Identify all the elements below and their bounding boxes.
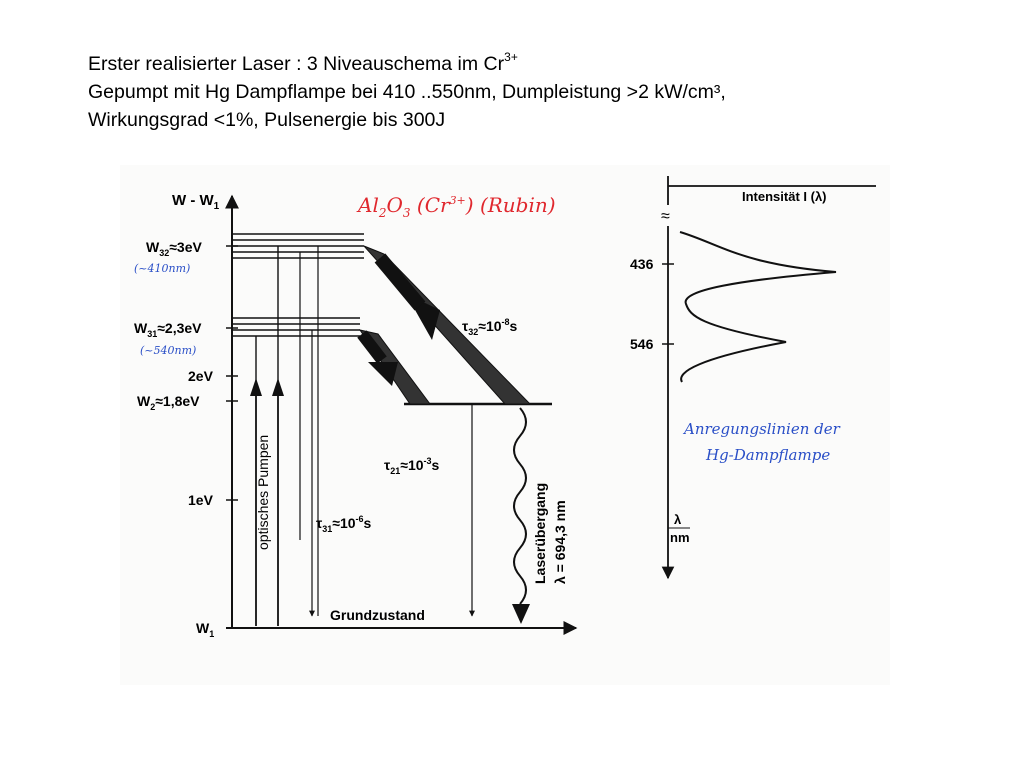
hg-note-line-1: Anregungslinien der [682,420,841,438]
tick-1ev-label: 1eV [188,492,214,508]
tick-436-label: 436 [630,256,654,272]
material-label: Al2O3 (Cr3+) (Rubin) [356,193,556,220]
tick-546-label: 546 [630,336,654,352]
title-line-1: Erster realisierter Laser : 3 Niveausche… [88,50,518,75]
title-line-3: Wirkungsgrad <1%, Pulsenergie bis 300J [88,109,446,131]
hg-emission-lines-curve [679,231,837,383]
title-line-2: Gepumpt mit Hg Dampflampe bei 410 ..550n… [88,81,726,103]
hg-note-line-2: Hg-Dampflampe [705,446,830,464]
hg-spectrum-diagram: Intensität I (λ) ≈ 436 546 λ nm Anregung… [630,176,876,580]
tau21-label: τ21≈10-3s [384,456,440,476]
laser-transition-label: Laserübergang [532,483,548,584]
pumping-label: optisches Pumpen [255,435,271,550]
ground-state-label: Grundzustand [330,607,425,623]
level-w2-label: W2≈1,8eV [137,393,200,412]
energy-axis-label: W - W1 [172,192,220,212]
band-w31 [232,317,360,337]
slide-title: Erster realisierter Laser : 3 Niveausche… [88,50,988,134]
tick-2ev-label: 2eV [188,368,214,384]
tau32-label: τ32≈10-8s [462,317,518,337]
tau31-label: τ31≈10-6s [316,514,372,534]
relaxation-arrowhead-w31 [368,362,398,386]
spectrum-intensity-label: Intensität I (λ) [742,189,827,204]
laser-transition-arrowhead [512,604,530,624]
laser-wavelength-label: λ = 694,3 nm [552,500,568,584]
pump-arrow-w32-head [272,378,284,396]
level-w31-label: W31≈2,3eV [134,320,202,339]
laser-transition-wave [513,407,527,605]
energy-level-diagram: W - W1 W32≈3eV (~410nm) W31≈2,3eV (~540n… [134,192,578,639]
axis-break-symbol: ≈ [661,208,670,225]
pump-arrow-w31-head [250,378,262,396]
level-w32-note: (~410nm) [134,262,190,275]
level-w1-label: W1 [196,620,214,639]
level-w31-note: (~540nm) [140,344,196,357]
level-w32-label: W32≈3eV [146,239,202,258]
band-w32 [232,233,364,259]
wavelength-unit-lambda: λ [674,512,682,527]
wavelength-unit-nm: nm [670,530,690,545]
